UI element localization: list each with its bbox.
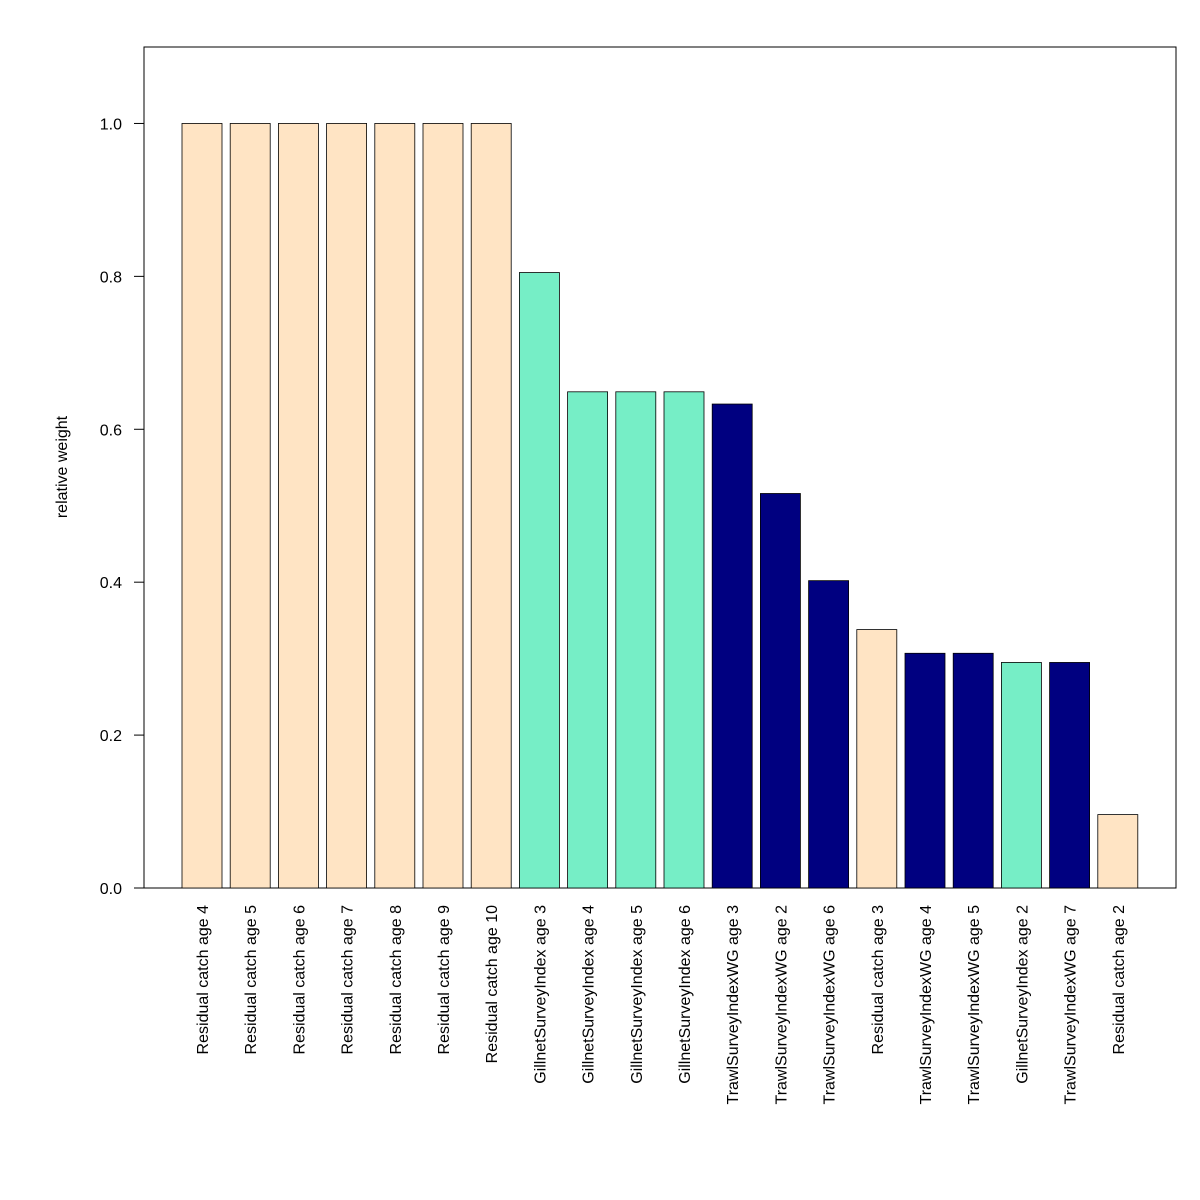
bar: [663, 391, 705, 889]
bar: [711, 403, 753, 889]
x-tick-label: Residual catch age 9: [436, 905, 453, 1055]
x-tick-label: GillnetSurveyIndex age 4: [581, 905, 598, 1084]
x-tick-label: Residual catch age 3: [870, 905, 887, 1055]
bar: [808, 580, 849, 889]
x-tick-label: TrawlSurveyIndexWG age 2: [773, 905, 790, 1105]
x-tick-label: Residual catch age 8: [388, 905, 405, 1055]
bar: [615, 391, 657, 889]
bar: [277, 123, 319, 889]
x-tick-label: Residual catch age 2: [1111, 905, 1128, 1055]
bar: [952, 652, 994, 889]
x-tick-label: Residual catch age 5: [243, 905, 260, 1055]
bar: [422, 123, 464, 889]
bar: [856, 629, 898, 889]
bar: [1097, 814, 1139, 889]
bar: [470, 123, 512, 889]
x-tick-label: GillnetSurveyIndex age 5: [629, 905, 646, 1084]
bar: [519, 272, 560, 889]
x-tick-label: Residual catch age 7: [340, 905, 357, 1055]
y-tick-label: 0.6: [100, 422, 122, 439]
bar: [229, 123, 271, 889]
x-tick-label: TrawlSurveyIndexWG age 3: [725, 905, 742, 1105]
bars: [181, 123, 1139, 889]
x-tick-label: TrawlSurveyIndexWG age 5: [966, 905, 983, 1105]
x-tick-label: GillnetSurveyIndex age 2: [1014, 905, 1031, 1084]
bar: [904, 652, 946, 889]
x-tick-label: Residual catch age 10: [484, 905, 501, 1063]
x-tick-label: Residual catch age 6: [291, 905, 308, 1055]
y-tick-label: 0.8: [100, 269, 122, 286]
x-tick-label: GillnetSurveyIndex age 6: [677, 905, 694, 1084]
y-tick-label: 0.2: [100, 728, 122, 745]
bar: [567, 391, 608, 889]
x-tick-labels: Residual catch age 4 Residual catch age 5…: [195, 905, 1128, 1105]
x-tick-label: TrawlSurveyIndexWG age 6: [822, 905, 839, 1105]
x-tick-label: GillnetSurveyIndex age 3: [532, 905, 549, 1084]
bar: [374, 123, 416, 889]
x-tick-label: TrawlSurveyIndexWG age 4: [918, 905, 935, 1105]
bar: [1049, 662, 1090, 889]
y-tick-label: 0.0: [100, 881, 122, 898]
bar: [181, 123, 223, 889]
y-axis: 0.0 0.2 0.4 0.6 0.8 1.0: [100, 116, 145, 898]
bar: [326, 123, 368, 889]
y-axis-label: relative weight: [54, 415, 71, 518]
y-tick-label: 1.0: [100, 116, 122, 133]
x-tick-label: TrawlSurveyIndexWG age 7: [1063, 905, 1080, 1105]
bar: [760, 493, 801, 889]
y-tick-label: 0.4: [100, 575, 122, 592]
bar: [1001, 662, 1042, 889]
x-tick-label: Residual catch age 4: [195, 905, 212, 1055]
